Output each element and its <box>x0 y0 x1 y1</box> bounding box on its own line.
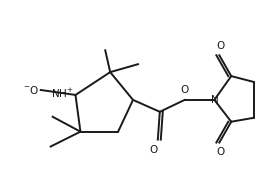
Text: O: O <box>180 85 189 95</box>
Text: O: O <box>216 146 224 156</box>
Text: NH$^{+}$: NH$^{+}$ <box>51 87 73 100</box>
Text: O: O <box>216 41 224 51</box>
Text: $^{-}$O: $^{-}$O <box>23 84 39 96</box>
Text: N: N <box>211 95 219 105</box>
Text: O: O <box>150 145 158 155</box>
